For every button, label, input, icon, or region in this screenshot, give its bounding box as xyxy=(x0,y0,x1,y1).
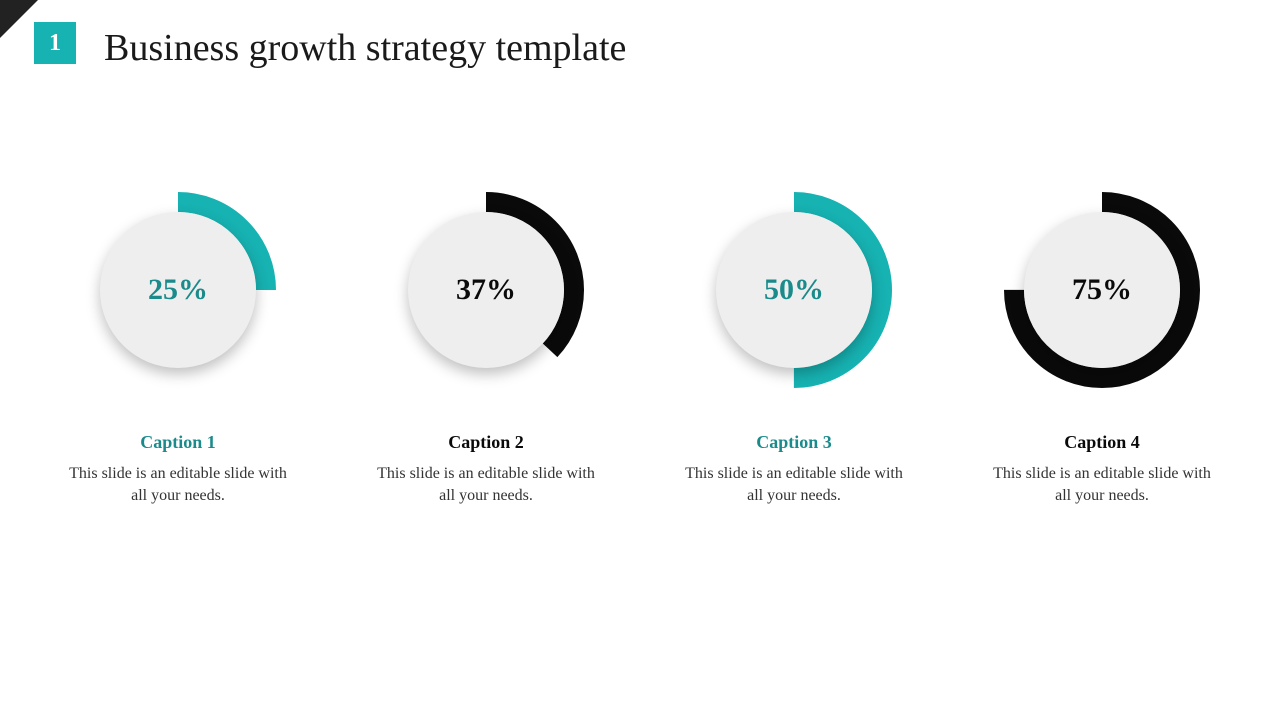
donut-caption: Caption 1 xyxy=(140,432,216,453)
donut-item-4: 75% Caption 4 This slide is an editable sl… xyxy=(972,190,1232,508)
donut-description: This slide is an editable slide with all… xyxy=(972,463,1232,508)
slide-number-box: 1 xyxy=(34,22,76,64)
donut-caption: Caption 2 xyxy=(448,432,524,453)
donut-percent-label: 37% xyxy=(456,273,516,307)
page-title: Business growth strategy template xyxy=(104,26,626,70)
donut-item-1: 25% Caption 1 This slide is an editable sl… xyxy=(48,190,308,508)
donut-inner-circle: 75% xyxy=(1024,212,1180,368)
donut-percent-label: 50% xyxy=(764,273,824,307)
donut-description: This slide is an editable slide with all… xyxy=(664,463,924,508)
donut-caption: Caption 4 xyxy=(1064,432,1140,453)
donut-percent-label: 25% xyxy=(148,273,208,307)
donut-inner-circle: 25% xyxy=(100,212,256,368)
corner-triangle xyxy=(0,0,38,38)
donut-chart: 75% xyxy=(1002,190,1202,390)
donut-description: This slide is an editable slide with all… xyxy=(356,463,616,508)
donut-caption: Caption 3 xyxy=(756,432,832,453)
donut-chart: 37% xyxy=(386,190,586,390)
donut-inner-circle: 37% xyxy=(408,212,564,368)
donut-item-3: 50% Caption 3 This slide is an editable sl… xyxy=(664,190,924,508)
donut-row: 25% Caption 1 This slide is an editable sl… xyxy=(0,190,1280,508)
slide-number: 1 xyxy=(49,30,61,57)
donut-inner-circle: 50% xyxy=(716,212,872,368)
donut-description: This slide is an editable slide with all… xyxy=(48,463,308,508)
donut-item-2: 37% Caption 2 This slide is an editable sl… xyxy=(356,190,616,508)
donut-percent-label: 75% xyxy=(1072,273,1132,307)
donut-chart: 50% xyxy=(694,190,894,390)
donut-chart: 25% xyxy=(78,190,278,390)
slide: 1 Business growth strategy template 25% C… xyxy=(0,0,1280,720)
